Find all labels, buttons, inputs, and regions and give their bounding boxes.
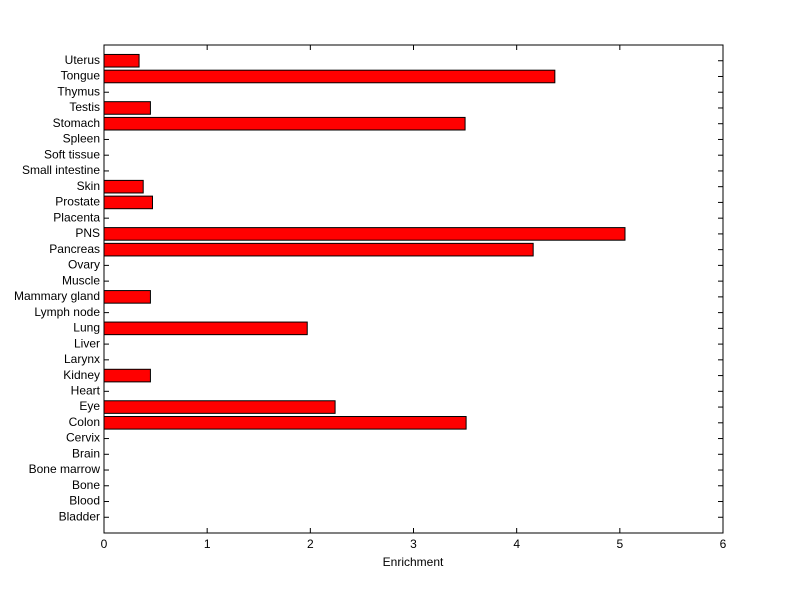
- x-tick-label: 3: [410, 537, 417, 551]
- bar: [103, 321, 308, 336]
- y-tick-label: Tongue: [61, 69, 101, 83]
- y-tick-label: Heart: [71, 383, 101, 397]
- y-tick-label: Blood: [69, 494, 100, 508]
- y-tick-label: Soft tissue: [44, 147, 100, 161]
- y-tick-label: Ovary: [68, 258, 100, 272]
- x-axis-label: Enrichment: [383, 555, 444, 569]
- bar: [103, 290, 151, 304]
- bar: [103, 416, 467, 430]
- y-tick-label: Bladder: [59, 509, 100, 523]
- x-tick-label: 0: [101, 537, 108, 551]
- axes-box: [103, 44, 724, 534]
- y-tick-label: Eye: [79, 399, 100, 413]
- bar: [103, 242, 534, 257]
- y-tick-label: Larynx: [64, 352, 100, 366]
- y-tick-label: Brain: [72, 446, 100, 460]
- bar: [103, 179, 144, 194]
- y-tick-label: Lymph node: [34, 305, 100, 319]
- bar: [103, 69, 556, 84]
- bar: [103, 368, 151, 383]
- x-tick-label: 5: [616, 537, 623, 551]
- y-tick-label: PNS: [75, 226, 100, 240]
- y-tick-label: Mammary gland: [14, 289, 100, 303]
- y-tick-label: Spleen: [63, 132, 100, 146]
- y-tick-label: Pancreas: [49, 242, 100, 256]
- y-tick-label: Placenta: [53, 210, 100, 224]
- x-tick-label: 1: [204, 537, 211, 551]
- y-tick-label: Kidney: [63, 368, 100, 382]
- x-tick-label: 6: [720, 537, 727, 551]
- y-tick-label: Muscle: [62, 273, 100, 287]
- y-tick-label: Lung: [73, 321, 100, 335]
- y-tick-label: Skin: [77, 179, 100, 193]
- y-tick-label: Bone marrow: [29, 462, 101, 476]
- y-tick-label: Bone: [72, 478, 100, 492]
- y-tick-label: Liver: [74, 336, 100, 350]
- bar: [103, 53, 140, 68]
- x-tick-label: 2: [307, 537, 314, 551]
- y-tick-label: Testis: [69, 100, 100, 114]
- y-tick-label: Prostate: [55, 195, 100, 209]
- y-tick-label: Small intestine: [22, 163, 100, 177]
- y-tick-label: Thymus: [57, 84, 100, 98]
- bar: [103, 400, 336, 414]
- y-tick-label: Stomach: [53, 116, 100, 130]
- bar: [103, 101, 151, 115]
- bar: [103, 116, 466, 131]
- bar: [103, 195, 153, 210]
- bar: [103, 227, 626, 241]
- x-tick-label: 4: [513, 537, 520, 551]
- y-tick-label: Colon: [69, 415, 100, 429]
- y-tick-label: Uterus: [65, 53, 100, 67]
- y-tick-label: Cervix: [66, 431, 100, 445]
